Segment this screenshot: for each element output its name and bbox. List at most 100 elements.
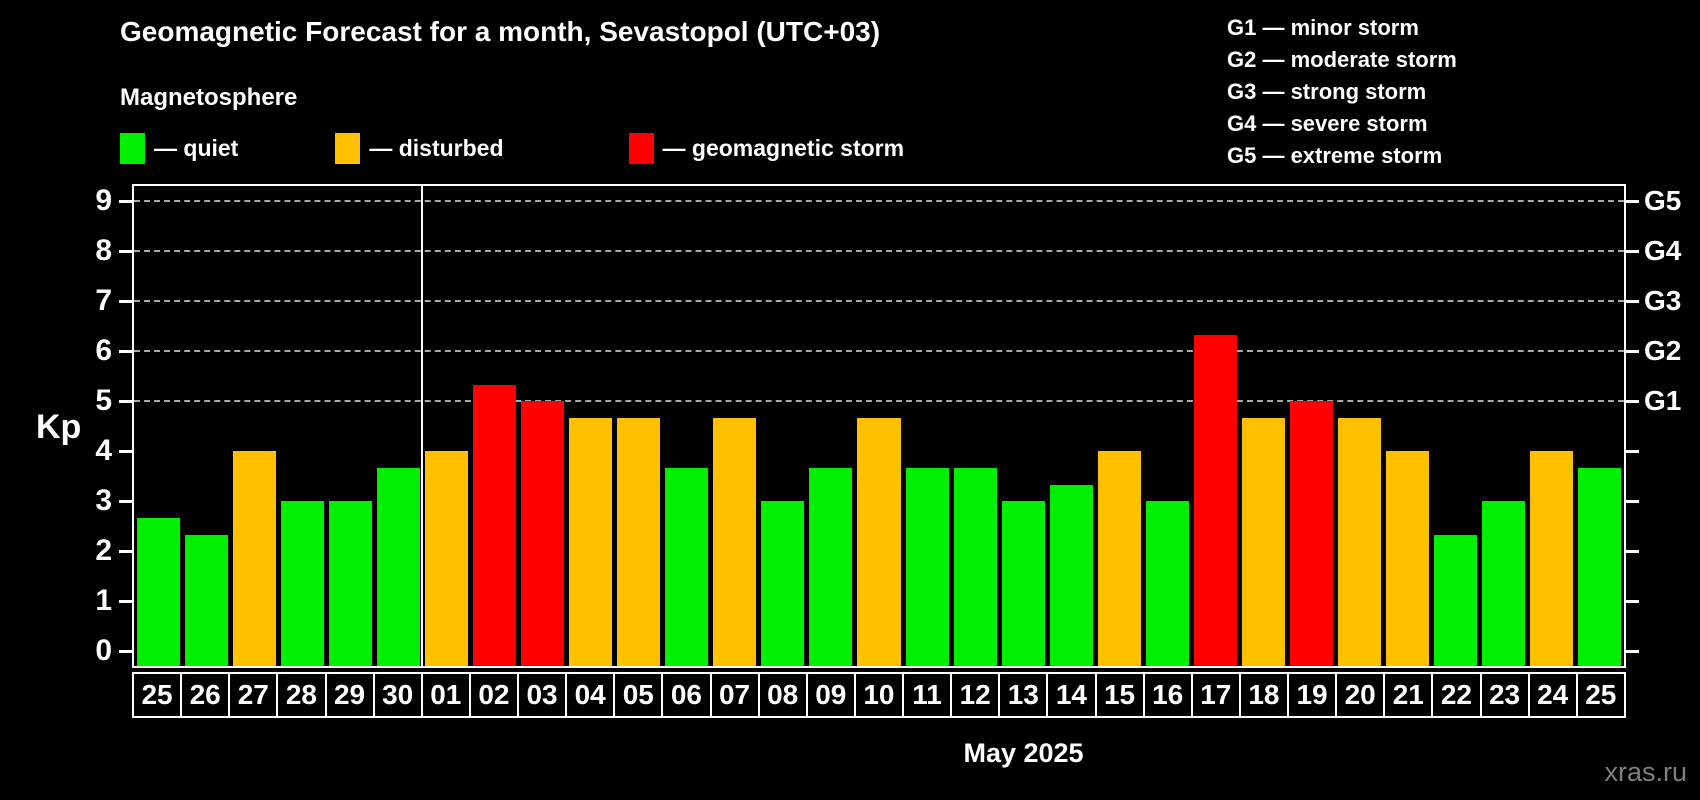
kp-bar-25: [1578, 467, 1622, 666]
kp-bar-03: [521, 401, 565, 666]
kp-bar-08: [761, 501, 805, 666]
kp-bar-27: [232, 451, 276, 666]
kp-bar-26: [184, 534, 228, 666]
gridline-kp6: [134, 350, 1624, 352]
kp-bar-01: [424, 451, 468, 666]
day-label-05: 05: [615, 672, 664, 718]
left-tick-kp2: [119, 550, 132, 553]
g-legend-line: G3 — strong storm: [1227, 79, 1427, 104]
ytick-label-7: 7: [95, 284, 112, 317]
chart-title: Geomagnetic Forecast for a month, Sevast…: [120, 16, 881, 47]
gridline-kp7: [134, 300, 1624, 302]
kp-bar-25: [136, 517, 180, 666]
y-axis-title: Kp: [36, 408, 82, 446]
kp-bar-02: [472, 384, 516, 666]
kp-bar-04: [569, 417, 613, 666]
kp-bar-19: [1290, 401, 1334, 666]
legend-label: — geomagnetic storm: [662, 134, 905, 161]
watermark: xras.ru: [1604, 757, 1687, 787]
day-label-25: 25: [132, 672, 183, 718]
left-tick-kp9: [119, 200, 132, 203]
kp-bar-05: [617, 417, 661, 666]
left-tick-kp8: [119, 250, 132, 253]
g-axis-label-G4: G4: [1644, 235, 1682, 266]
kp-bar-10: [857, 417, 901, 666]
storm-swatch: [628, 132, 654, 164]
kp-bar-11: [905, 467, 949, 666]
ytick-label-2: 2: [95, 534, 112, 567]
month-separator-line: [421, 186, 424, 666]
day-label-23: 23: [1481, 672, 1530, 718]
kp-bar-21: [1386, 451, 1430, 666]
day-label-11: 11: [904, 672, 953, 718]
g-legend-line: G1 — minor storm: [1227, 15, 1419, 40]
ytick-label-5: 5: [95, 384, 112, 417]
right-tick-kp1: [1626, 600, 1639, 603]
legend-item-disturbed: — disturbed: [335, 132, 504, 164]
color-legend: — quiet — disturbed — geomagnetic storm: [120, 130, 904, 166]
gridline-kp8: [134, 250, 1624, 252]
right-tick-kp2: [1626, 550, 1639, 553]
g-legend-line: G2 — moderate storm: [1227, 47, 1457, 72]
day-label-16: 16: [1144, 672, 1193, 718]
day-label-14: 14: [1048, 672, 1097, 718]
day-label-21: 21: [1385, 672, 1434, 718]
day-label-04: 04: [567, 672, 616, 718]
plot-area: 0 1 2 3 4 5 6 7 8 9 G1 G2 G3 G4 G5: [95, 184, 1681, 668]
g-legend-line: G4 — severe storm: [1227, 111, 1428, 136]
kp-bar-16: [1145, 501, 1189, 666]
ytick-label-6: 6: [95, 334, 112, 367]
day-label-10: 10: [855, 672, 904, 718]
kp-bar-18: [1241, 417, 1286, 666]
kp-bar-09: [809, 467, 853, 666]
day-label-27: 27: [230, 672, 279, 718]
day-label-06: 06: [663, 672, 712, 718]
kp-bar-14: [1049, 484, 1093, 666]
quiet-swatch: [120, 132, 145, 164]
ytick-label-3: 3: [95, 484, 112, 517]
left-tick-kp7: [119, 300, 132, 303]
kp-bar-22: [1434, 534, 1478, 666]
gridline-kp5: [134, 400, 1624, 402]
kp-bar-30: [376, 467, 420, 666]
g-axis-label-G3: G3: [1644, 285, 1682, 316]
g-axis-label-G1: G1: [1644, 385, 1682, 416]
kp-bar-13: [1001, 501, 1045, 666]
day-label-02: 02: [470, 672, 519, 718]
kp-bar-12: [953, 467, 997, 666]
kp-bar-23: [1482, 501, 1526, 666]
ytick-label-0: 0: [95, 634, 112, 667]
day-label-15: 15: [1096, 672, 1145, 718]
kp-bar-29: [328, 501, 372, 666]
kp-bar-07: [713, 417, 757, 666]
day-label-28: 28: [278, 672, 327, 718]
day-label-24: 24: [1529, 672, 1578, 718]
disturbed-swatch: [335, 132, 361, 164]
legend-label: — disturbed: [369, 134, 504, 161]
left-tick-kp4: [119, 450, 132, 453]
day-label-29: 29: [326, 672, 375, 718]
day-label-07: 07: [711, 672, 760, 718]
g-axis-label-G5: G5: [1644, 185, 1682, 216]
kp-bar-24: [1530, 451, 1574, 666]
right-tick-kp7: [1626, 300, 1639, 303]
x-axis-day-labels: 25 26 27 28 29 30 01 02 03 04 05 06 07 08 09 10 11 12 13 14…: [132, 672, 1626, 718]
day-label-17: 17: [1192, 672, 1241, 718]
day-label-03: 03: [519, 672, 568, 718]
g-axis-label-G2: G2: [1644, 335, 1682, 366]
gridline-kp9: [134, 200, 1624, 202]
x-axis-title: May 2025: [963, 738, 1084, 768]
right-tick-kp3: [1626, 500, 1639, 503]
kp-bar-28: [280, 501, 324, 666]
kp-bar-17: [1193, 334, 1237, 666]
magnetosphere-label: Magnetosphere: [120, 84, 298, 111]
day-label-30: 30: [374, 672, 423, 718]
g-scale-legend: G1 — minor storm G2 — moderate storm G3 — …: [1227, 12, 1457, 172]
kp-bar-15: [1097, 451, 1141, 666]
day-label-25: 25: [1577, 672, 1626, 718]
left-tick-kp5: [119, 400, 132, 403]
day-label-22: 22: [1433, 672, 1482, 718]
left-tick-kp6: [119, 350, 132, 353]
day-label-01: 01: [422, 672, 471, 718]
